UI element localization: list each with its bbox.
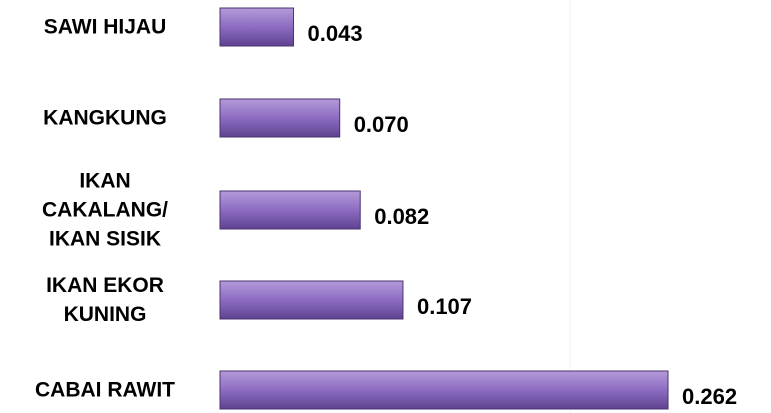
value-label: 0.107 [417,294,472,319]
value-label: 0.082 [374,204,429,229]
category-label: CABAI RAWIT [35,378,175,402]
category-label: KANGKUNG [43,106,167,130]
category-label: IKAN EKOR KUNING [46,274,164,326]
bar [219,98,341,138]
bar [219,370,669,410]
bar [219,190,361,230]
value-label: 0.043 [308,21,363,46]
bar [219,280,404,320]
value-label: 0.262 [682,384,737,409]
bar [219,7,295,47]
category-label: IKAN CAKALANG/ IKAN SISIK [42,169,168,251]
category-label: SAWI HIJAU [43,15,167,39]
value-label: 0.070 [354,112,409,137]
